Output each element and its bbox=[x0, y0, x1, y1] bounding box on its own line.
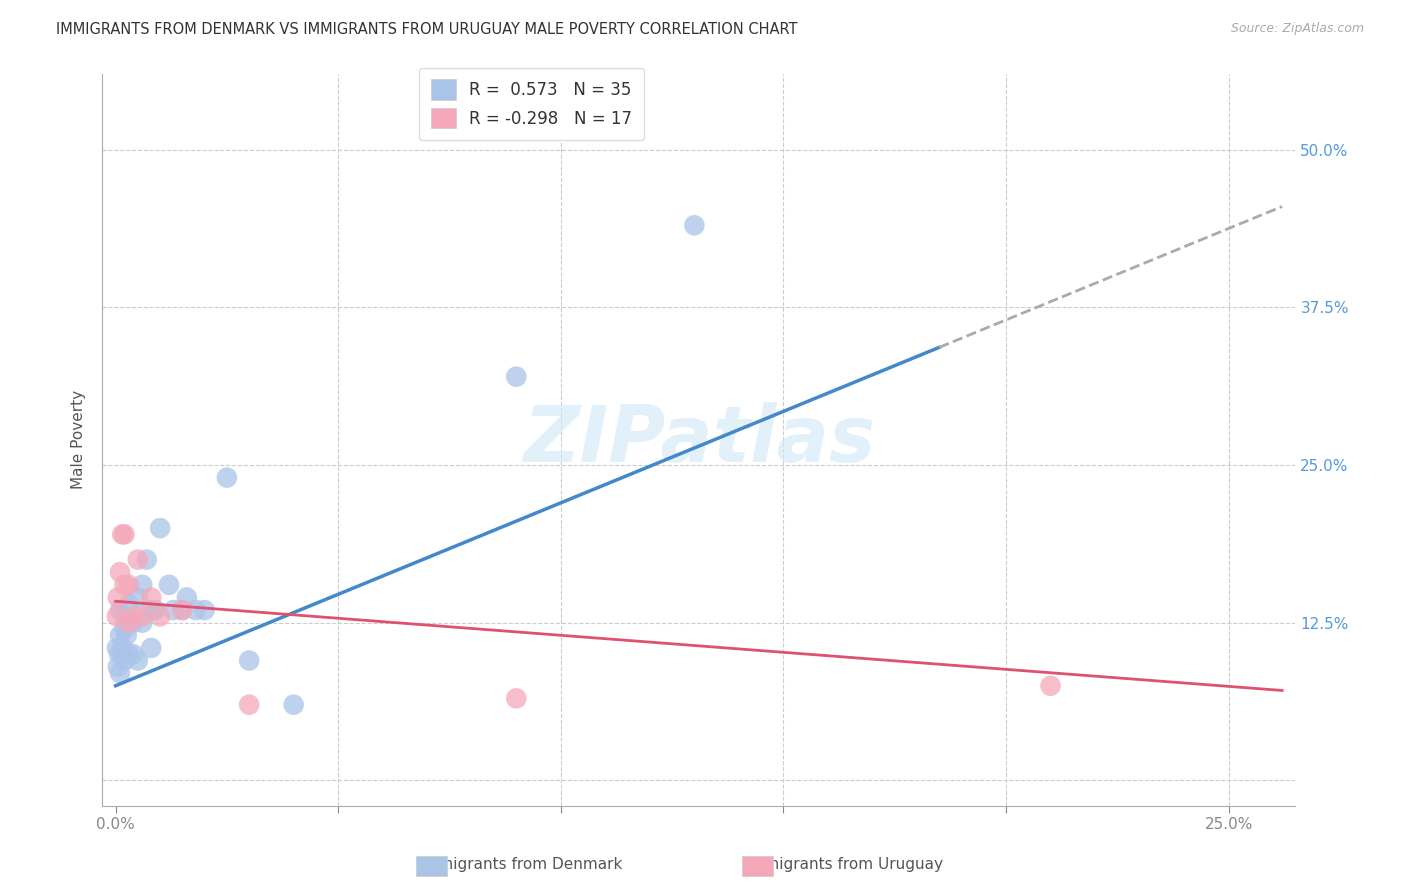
Point bbox=[505, 369, 527, 384]
Point bbox=[108, 565, 131, 579]
Point bbox=[107, 660, 129, 674]
Point bbox=[157, 578, 180, 592]
Point bbox=[141, 603, 163, 617]
Text: Immigrants from Uruguay: Immigrants from Uruguay bbox=[745, 857, 942, 872]
Point bbox=[105, 609, 128, 624]
Point bbox=[111, 640, 134, 655]
Point bbox=[141, 591, 163, 605]
Point bbox=[683, 219, 706, 233]
Point bbox=[122, 609, 145, 624]
Point bbox=[122, 615, 145, 630]
Point bbox=[115, 628, 138, 642]
Point bbox=[127, 552, 149, 566]
Point bbox=[118, 597, 141, 611]
Point bbox=[149, 609, 172, 624]
Point bbox=[105, 640, 128, 655]
Point bbox=[118, 615, 141, 630]
Point bbox=[131, 578, 153, 592]
Point bbox=[283, 698, 305, 712]
Point bbox=[215, 470, 238, 484]
Legend: R =  0.573   N = 35, R = -0.298   N = 17: R = 0.573 N = 35, R = -0.298 N = 17 bbox=[419, 68, 644, 140]
Point bbox=[238, 653, 260, 667]
Point bbox=[1039, 679, 1062, 693]
Point bbox=[114, 609, 136, 624]
Point bbox=[176, 591, 198, 605]
Point bbox=[114, 578, 136, 592]
Y-axis label: Male Poverty: Male Poverty bbox=[72, 390, 86, 490]
Point bbox=[114, 653, 136, 667]
Text: Source: ZipAtlas.com: Source: ZipAtlas.com bbox=[1230, 22, 1364, 36]
Point bbox=[131, 615, 153, 630]
Text: ZIPatlas: ZIPatlas bbox=[523, 401, 875, 478]
Point bbox=[114, 622, 136, 636]
Point bbox=[149, 521, 172, 535]
Point bbox=[114, 527, 136, 541]
Point bbox=[108, 666, 131, 681]
Point bbox=[141, 640, 163, 655]
Point bbox=[122, 647, 145, 661]
Point bbox=[162, 603, 184, 617]
Point bbox=[184, 603, 207, 617]
Point bbox=[127, 653, 149, 667]
Point bbox=[131, 609, 153, 624]
Point bbox=[127, 591, 149, 605]
Point bbox=[118, 647, 141, 661]
Point bbox=[108, 647, 131, 661]
Point bbox=[172, 603, 194, 617]
Text: IMMIGRANTS FROM DENMARK VS IMMIGRANTS FROM URUGUAY MALE POVERTY CORRELATION CHAR: IMMIGRANTS FROM DENMARK VS IMMIGRANTS FR… bbox=[56, 22, 797, 37]
Point bbox=[108, 628, 131, 642]
Point bbox=[108, 603, 131, 617]
Text: Immigrants from Denmark: Immigrants from Denmark bbox=[419, 857, 621, 872]
Point bbox=[238, 698, 260, 712]
Point bbox=[194, 603, 217, 617]
Point bbox=[135, 552, 157, 566]
Point bbox=[107, 591, 129, 605]
Point bbox=[145, 603, 167, 617]
Point bbox=[172, 603, 194, 617]
Point bbox=[118, 578, 141, 592]
Point bbox=[111, 527, 134, 541]
Point bbox=[505, 691, 527, 706]
